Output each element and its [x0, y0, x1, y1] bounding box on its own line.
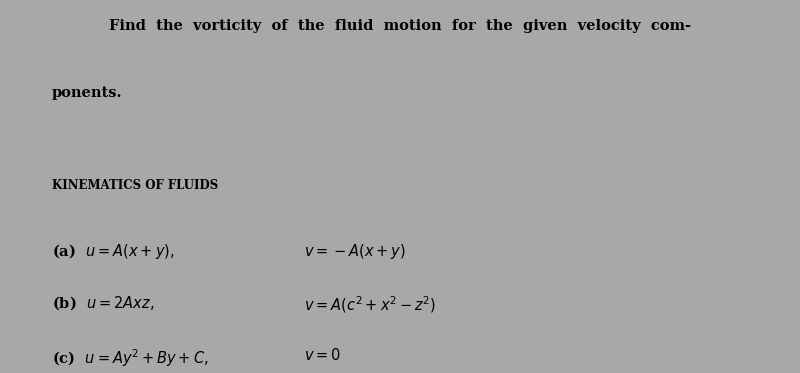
Text: KINEMATICS OF FLUIDS: KINEMATICS OF FLUIDS: [52, 179, 218, 192]
Text: $v = A(c^2 + x^2 - z^2)$: $v = A(c^2 + x^2 - z^2)$: [304, 295, 436, 315]
Text: (b)  $u = 2Axz,$: (b) $u = 2Axz,$: [52, 295, 154, 312]
Text: Find  the  vorticity  of  the  fluid  motion  for  the  given  velocity  com-: Find the vorticity of the fluid motion f…: [109, 19, 691, 33]
Text: $v = -A(x + y)$: $v = -A(x + y)$: [304, 242, 406, 261]
Text: $v = 0$: $v = 0$: [304, 347, 341, 363]
Text: (c)  $u = Ay^2 + By + C,$: (c) $u = Ay^2 + By + C,$: [52, 347, 209, 369]
Text: ponents.: ponents.: [52, 86, 122, 100]
Text: (a)  $u = A(x + y),$: (a) $u = A(x + y),$: [52, 242, 174, 261]
